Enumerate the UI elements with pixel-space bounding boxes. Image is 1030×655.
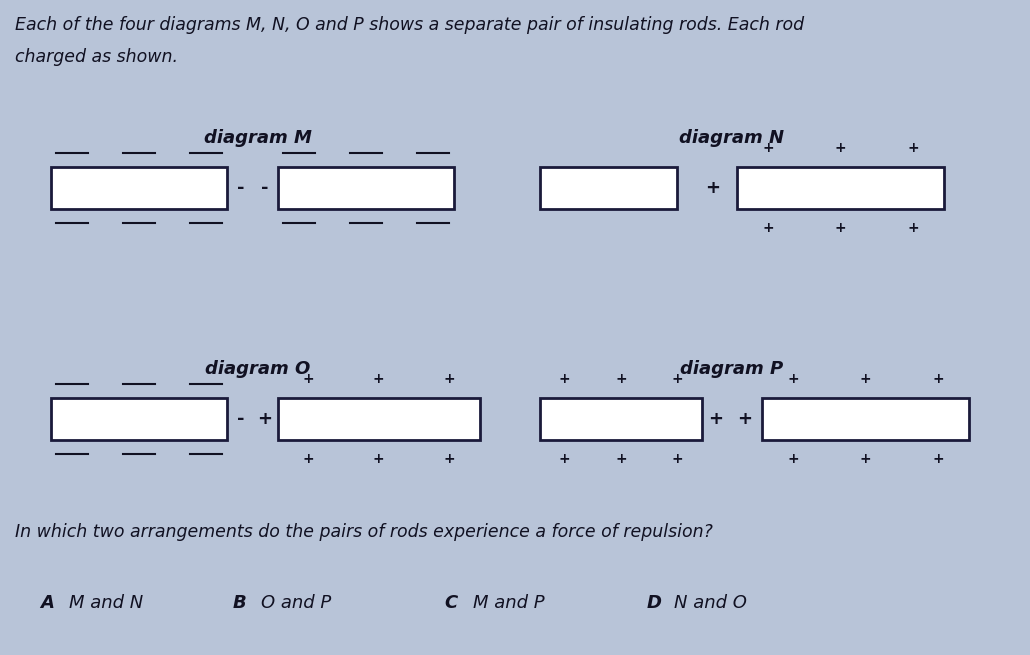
Text: B: B xyxy=(233,594,246,612)
Bar xyxy=(50,398,228,440)
Text: +: + xyxy=(907,221,919,235)
Text: diagram P: diagram P xyxy=(681,360,784,378)
Text: +: + xyxy=(834,141,847,155)
Text: +: + xyxy=(788,452,799,466)
Text: +: + xyxy=(860,452,871,466)
Text: -: - xyxy=(261,179,269,196)
Text: +: + xyxy=(834,221,847,235)
Text: +: + xyxy=(907,141,919,155)
Text: +: + xyxy=(762,221,774,235)
Text: +: + xyxy=(444,452,455,466)
Text: +: + xyxy=(615,372,627,386)
Text: +: + xyxy=(302,452,314,466)
Text: +: + xyxy=(558,372,571,386)
Text: +: + xyxy=(788,372,799,386)
Text: +: + xyxy=(615,452,627,466)
Text: +: + xyxy=(258,409,272,428)
Text: +: + xyxy=(860,372,871,386)
Text: +: + xyxy=(932,452,945,466)
Text: M and P: M and P xyxy=(473,594,544,612)
Text: +: + xyxy=(762,141,774,155)
Bar xyxy=(737,167,943,209)
Bar xyxy=(50,167,228,209)
Text: -: - xyxy=(237,409,244,428)
Text: +: + xyxy=(932,372,945,386)
Text: -: - xyxy=(237,179,244,196)
Text: D: D xyxy=(646,594,661,612)
Text: +: + xyxy=(558,452,571,466)
Text: +: + xyxy=(736,409,752,428)
Text: diagram O: diagram O xyxy=(205,360,310,378)
Text: +: + xyxy=(373,372,384,386)
Text: +: + xyxy=(706,179,720,196)
Text: diagram N: diagram N xyxy=(680,129,785,147)
Text: +: + xyxy=(672,452,683,466)
Text: M and N: M and N xyxy=(69,594,143,612)
Bar xyxy=(540,167,677,209)
Text: +: + xyxy=(672,372,683,386)
Text: Each of the four diagrams M, N, O and P shows a separate pair of insulating rods: Each of the four diagrams M, N, O and P … xyxy=(15,16,804,34)
Text: diagram M: diagram M xyxy=(204,129,311,147)
Text: +: + xyxy=(373,452,384,466)
Text: N and O: N and O xyxy=(675,594,748,612)
Bar xyxy=(278,398,480,440)
Bar xyxy=(762,398,969,440)
Bar xyxy=(278,167,454,209)
Text: O and P: O and P xyxy=(261,594,331,612)
Text: +: + xyxy=(302,372,314,386)
Text: C: C xyxy=(444,594,457,612)
Text: +: + xyxy=(709,409,723,428)
Text: charged as shown.: charged as shown. xyxy=(15,48,178,66)
Text: +: + xyxy=(444,372,455,386)
Text: In which two arrangements do the pairs of rods experience a force of repulsion?: In which two arrangements do the pairs o… xyxy=(15,523,713,541)
Text: A: A xyxy=(40,594,55,612)
Bar xyxy=(540,398,701,440)
